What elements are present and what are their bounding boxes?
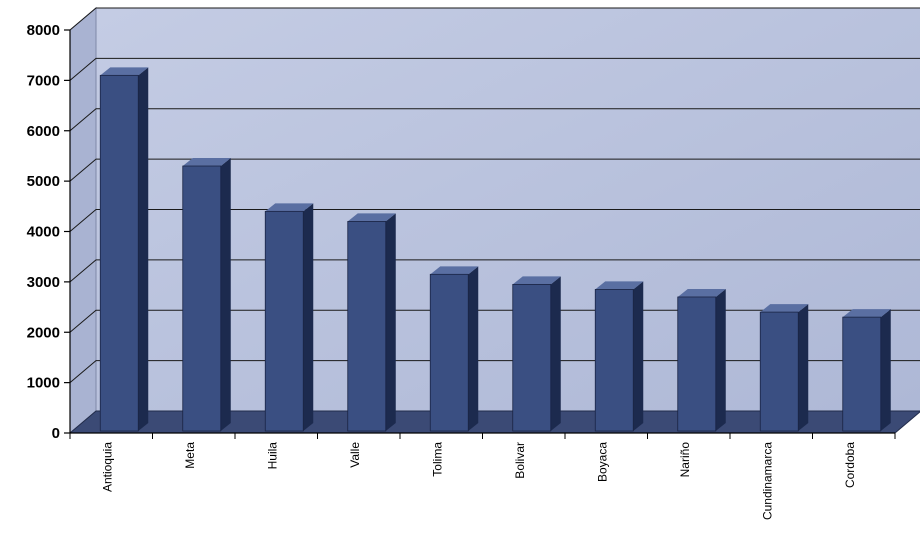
y-tick-label: 1000	[27, 375, 60, 392]
y-tick-label: 8000	[27, 22, 60, 39]
axes	[64, 29, 896, 439]
bar	[759, 304, 809, 432]
bar-front-face	[594, 289, 634, 432]
bar-top-face	[760, 304, 809, 313]
bar-side-face	[468, 266, 479, 431]
bar-top-face	[595, 281, 644, 290]
y-tick-label: 2000	[27, 324, 60, 341]
bar	[677, 288, 726, 432]
bar-top-face	[512, 276, 561, 285]
x-tick-label: Huila	[265, 442, 279, 470]
bar-front-face	[99, 74, 139, 432]
bar	[842, 309, 891, 432]
bar-front-face	[512, 283, 552, 432]
bar	[594, 281, 644, 432]
x-tick-label: Tolima	[430, 442, 444, 477]
bar-side-face	[220, 158, 231, 431]
y-tick-label: 4000	[27, 224, 60, 241]
gridline	[69, 309, 920, 333]
y-tick-label: 0	[52, 425, 60, 442]
bar-side-face	[715, 288, 726, 431]
bar-side-face	[385, 213, 396, 431]
gridline	[69, 108, 920, 132]
bar	[264, 203, 314, 432]
bar-side-face	[880, 309, 891, 431]
gridline	[69, 209, 920, 232]
y-tick-label: 7000	[27, 72, 60, 89]
x-tick-label: Cordoba	[843, 442, 857, 488]
y-tick-label: 3000	[27, 274, 60, 291]
gridline	[69, 7, 920, 31]
bar-front-face	[182, 165, 222, 432]
bar-front-face	[759, 311, 799, 432]
bar-front-face	[264, 210, 304, 432]
gridline	[69, 360, 920, 384]
x-tick-label: Antioquia	[100, 442, 114, 492]
gridline	[69, 57, 920, 81]
bar	[347, 213, 396, 432]
bar-side-face	[633, 281, 644, 431]
gridline	[69, 259, 920, 283]
x-tick-label: Nariño	[678, 442, 692, 478]
gridlines	[69, 7, 920, 384]
bar	[182, 158, 231, 432]
bar-top-face	[677, 288, 726, 297]
bar-top-face	[265, 203, 314, 212]
bar-side-face	[303, 203, 314, 431]
y-axis-tick-labels: 0 1000 2000 3000 4000 5000 6000 7000 8000	[27, 22, 60, 442]
bar	[512, 276, 561, 432]
bar	[99, 67, 149, 432]
bar-top-face	[430, 266, 479, 275]
bar	[429, 266, 479, 432]
gridline	[69, 158, 920, 182]
bar-front-face	[429, 273, 469, 432]
bar-top-face	[347, 213, 396, 222]
bar-top-face	[182, 158, 231, 167]
y-tick-label: 5000	[27, 173, 60, 190]
x-tick-label: Valle	[348, 442, 362, 468]
x-tick-label: Meta	[183, 442, 197, 469]
bar-front-face	[842, 316, 882, 432]
x-tick-label: Cundinamarca	[760, 442, 774, 520]
x-axis-tick-labels: Antioquia Meta Huila Valle Tolima Bolivar Boya…	[100, 442, 857, 520]
bar-front-face	[677, 296, 717, 432]
bar-front-face	[347, 221, 387, 432]
bar-top-face	[842, 309, 891, 318]
bar-side-face	[798, 304, 809, 431]
x-tick-label: Bolivar	[513, 442, 527, 479]
x-tick-label: Boyaca	[595, 442, 609, 482]
bar-side-face	[550, 276, 561, 431]
bars	[99, 67, 891, 432]
bar-side-face	[138, 67, 149, 432]
bar-top-face	[100, 67, 149, 76]
y-tick-label: 6000	[27, 123, 60, 140]
